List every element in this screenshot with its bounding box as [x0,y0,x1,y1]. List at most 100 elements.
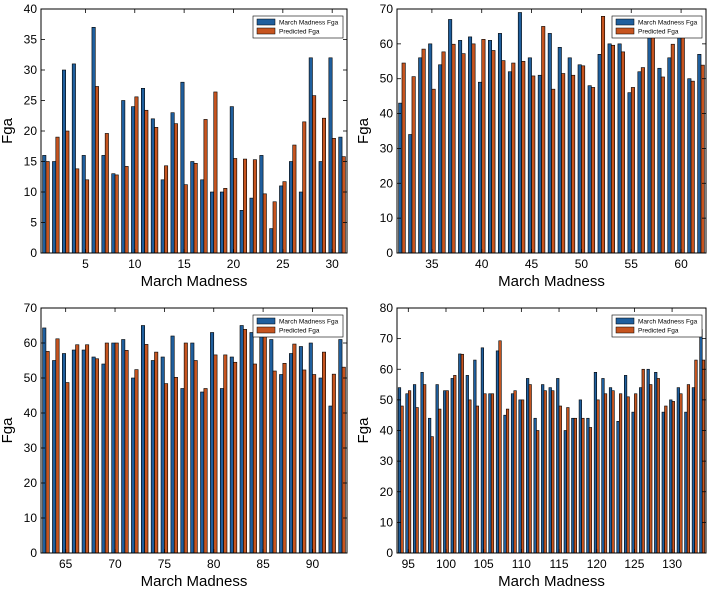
bars [42,26,346,253]
legend-entry-2: Predicted Fga [638,328,679,335]
x-tick-label: 105 [474,557,494,571]
bar-actual-2 [52,161,57,253]
bar-predicted-102 [460,353,464,553]
bar-actual-41 [487,40,492,253]
x-tick-label: 130 [662,557,682,571]
bar-predicted-28 [312,95,317,253]
bar-actual-123 [616,421,620,553]
y-tick-label: 35 [24,33,38,47]
bar-actual-22 [249,197,254,253]
bar-actual-37 [448,19,453,253]
legend-box [611,15,703,39]
bar-predicted-66 [75,344,80,553]
legend-entry-1: March Madness Fga [638,20,698,27]
bar-actual-58 [657,67,662,253]
x-tick-label: 45 [525,257,539,271]
bar-predicted-52 [601,16,606,253]
x-tick-label: 75 [158,557,172,571]
y-tick-label: 40 [24,2,38,16]
y-tick-label: 20 [380,176,394,190]
bar-actual-13 [160,179,165,253]
x-tick-label: 90 [306,557,320,571]
bar-actual-91 [318,377,323,553]
bar-predicted-90 [312,374,317,553]
bar-predicted-123 [619,393,623,553]
bar-actual-95 [405,393,409,553]
legend-entry-1: March Madness Fga [279,20,339,27]
bar-predicted-24 [272,201,277,253]
bar-actual-30 [328,57,333,253]
bar-actual-82 [229,356,234,553]
bar-actual-94 [397,387,402,553]
chart-4: 0 10 20 30 40 50 60 70 80 95 100 105 110 115 120 125 130… [355,301,707,590]
bar-predicted-17 [203,119,208,253]
bar-actual-48 [557,47,562,253]
legend: March Madness Fga Predicted Fga [252,15,344,39]
bars [397,329,706,553]
bar-actual-131 [676,387,680,553]
bar-predicted-1 [45,161,50,253]
bar-predicted-42 [501,60,506,253]
bar-predicted-88 [292,343,297,553]
bar-actual-67 [81,349,86,553]
bar-actual-1 [42,155,47,253]
bar-actual-40 [478,81,483,253]
chart-3: 0 10 20 30 40 50 60 70 65 70 75 80 85 90 March Madness… [0,301,348,590]
bar-actual-86 [269,339,274,553]
bar-actual-110 [518,399,522,553]
bar-actual-90 [308,342,313,553]
bar-actual-129 [661,411,665,553]
y-tick-label: 0 [386,546,393,560]
bar-actual-89 [298,346,303,553]
bar-predicted-10 [134,96,139,253]
bar-predicted-89 [302,369,307,553]
legend-entry-2: Predicted Fga [279,29,320,36]
bar-predicted-8 [114,174,119,253]
x-tick-label: 15 [177,257,191,271]
bar-predicted-48 [561,73,566,253]
bar-actual-50 [577,64,582,253]
bar-predicted-86 [272,370,277,553]
x-tick-label: 35 [425,257,439,271]
bar-predicted-63 [45,351,50,553]
bar-actual-98 [428,417,432,553]
bar-actual-119 [586,417,590,553]
bar-predicted-100 [445,390,449,553]
bar-actual-127 [646,368,650,553]
bar-actual-87 [279,374,284,553]
x-tick-label: 125 [624,557,644,571]
y-tick-label: 0 [30,246,37,260]
y-tick-label: 40 [24,406,38,420]
legend-box [252,15,344,39]
y-tick-label: 50 [24,371,38,385]
bar-actual-63 [42,327,47,553]
bar-predicted-31 [341,156,346,253]
bar-actual-108 [503,414,507,553]
y-axis-label: Fga [355,417,372,444]
bar-predicted-7 [104,133,109,253]
bar-predicted-118 [581,417,585,553]
bar-predicted-121 [603,393,608,553]
bar-actual-116 [563,430,567,553]
bar-predicted-70 [114,342,119,553]
bar-predicted-109 [513,390,517,553]
x-tick-label: 80 [207,557,221,571]
bar-actual-69 [101,363,106,553]
x-tick-label: 30 [326,257,340,271]
y-axis-label: Fga [0,117,16,144]
bar-predicted-43 [511,62,516,253]
legend-entry-2: Predicted Fga [638,29,679,36]
bar-actual-54 [617,43,622,253]
bar-predicted-12 [154,127,159,253]
bar-actual-128 [654,372,658,553]
bar-actual-25 [279,185,284,253]
bar-actual-29 [318,161,323,253]
bar-actual-46 [537,74,542,253]
bar-actual-132 [684,411,688,553]
bar-actual-101 [450,378,454,553]
y-tick-label: 40 [380,107,394,121]
bar-predicted-82 [233,361,238,553]
bar-actual-45 [527,57,532,253]
x-tick-label: 25 [276,257,290,271]
x-tick-label: 40 [475,257,489,271]
